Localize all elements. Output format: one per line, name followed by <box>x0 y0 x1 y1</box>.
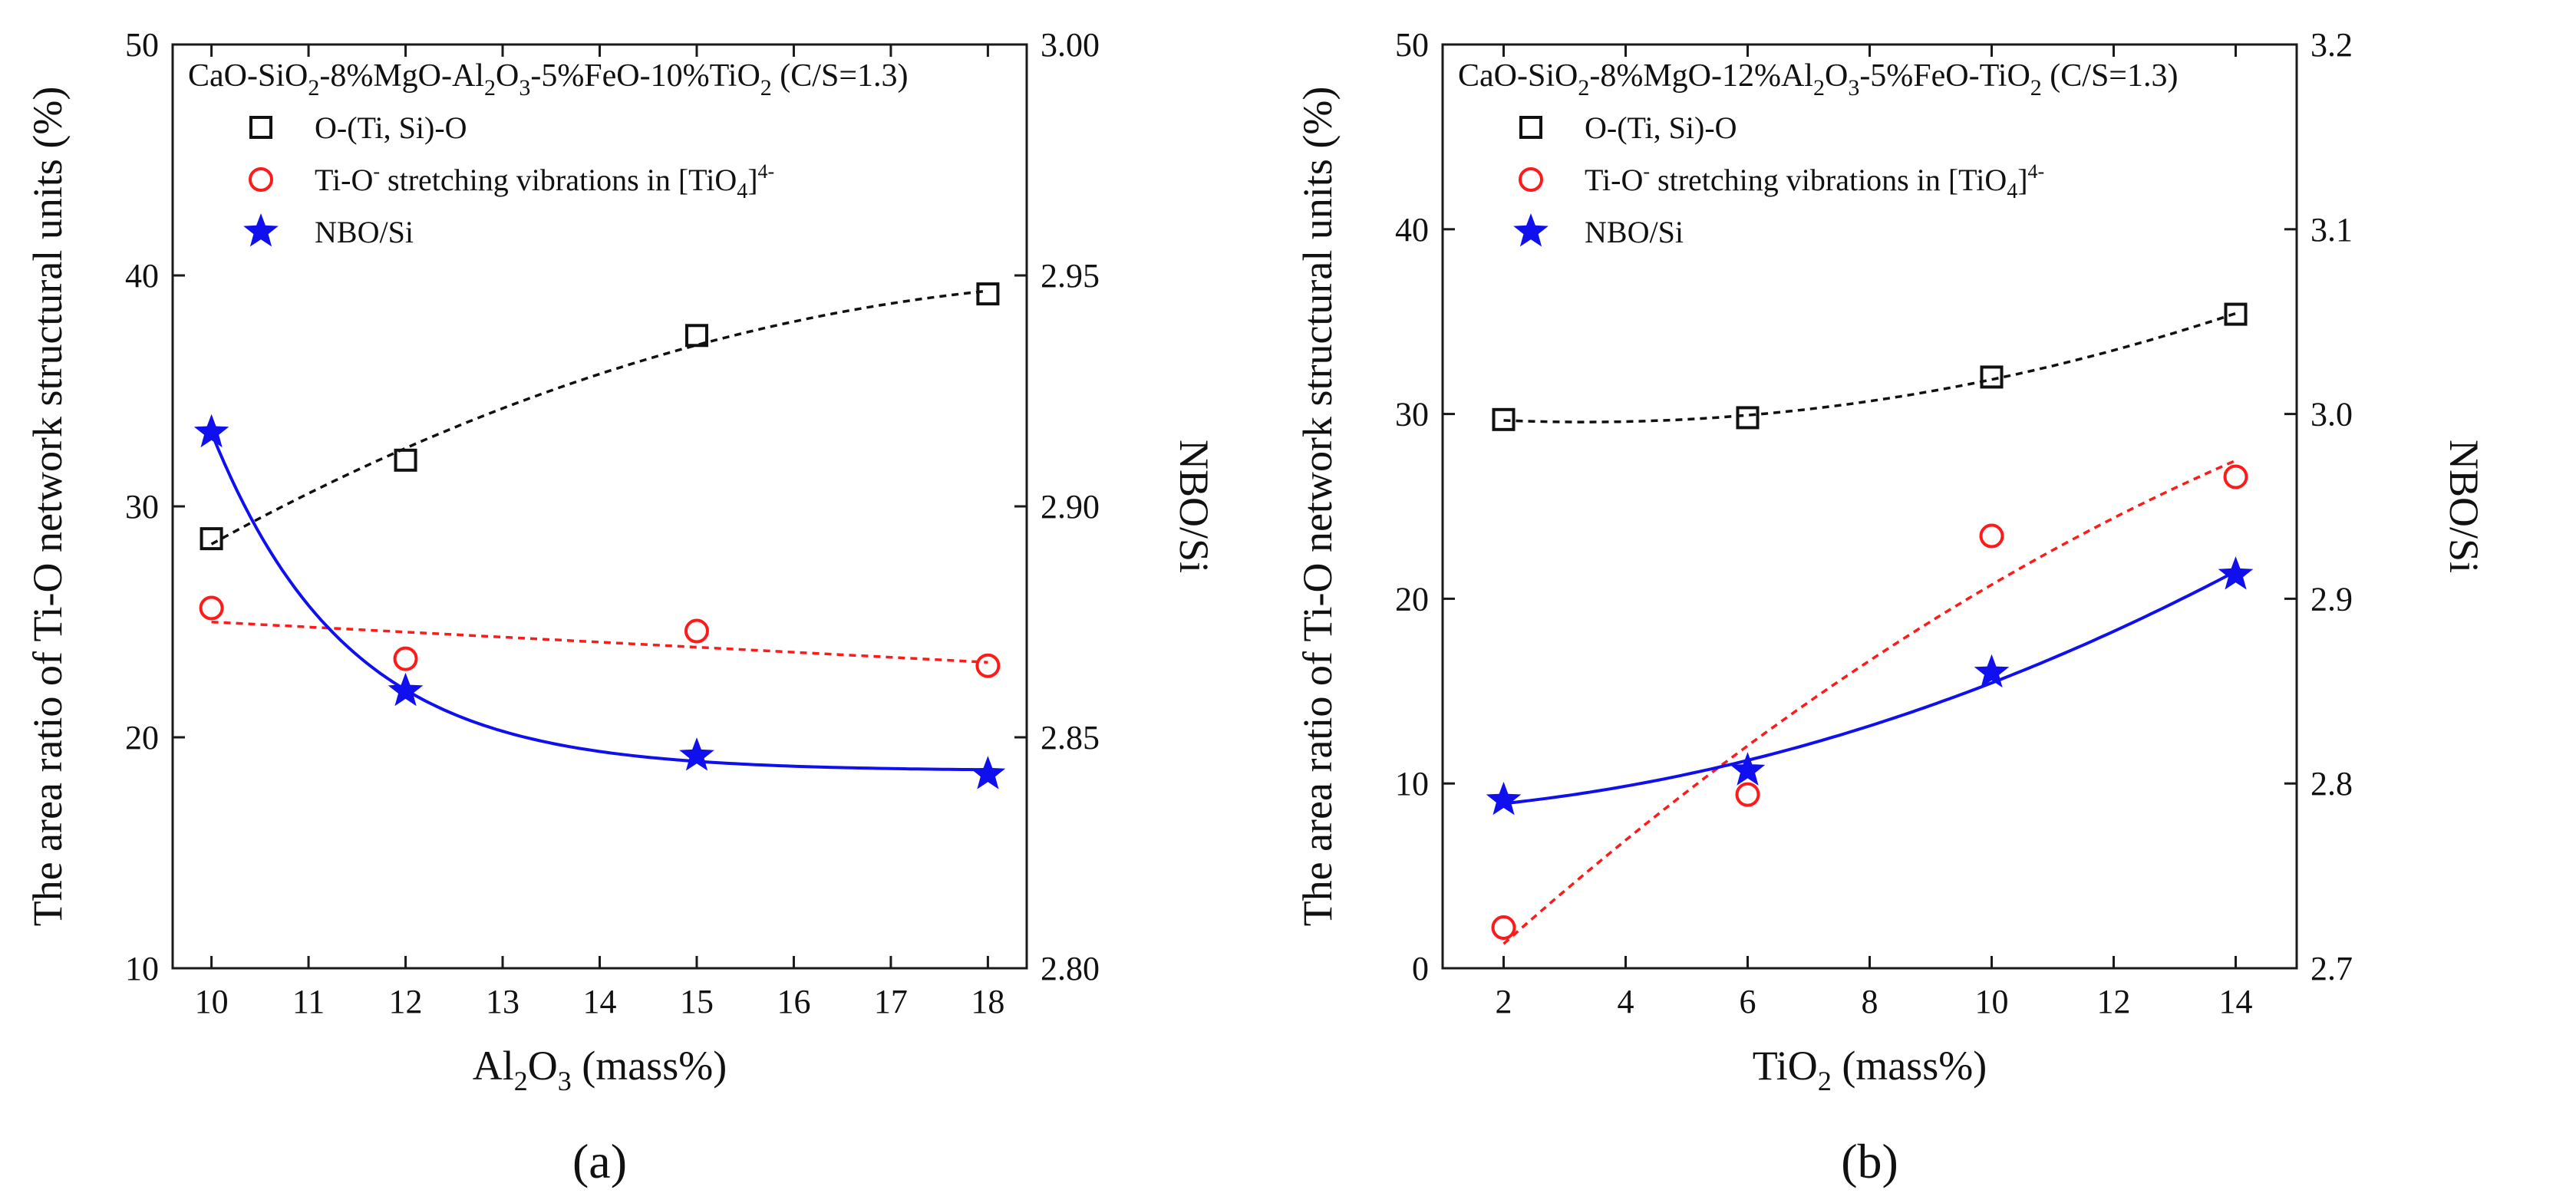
y-left-axis-title: The area ratio of Ti-O network structura… <box>25 87 71 927</box>
chart-header: CaO-SiO2​-8%MgO-12%Al2​O3​-5%FeO-TiO2​ (… <box>1458 58 2178 101</box>
chart-header: CaO-SiO2​-8%MgO-Al2​O3​-5%FeO-10%TiO2​ (… <box>188 58 909 101</box>
data-point-circle <box>1491 915 1516 941</box>
x-tick-label: 11 <box>292 983 325 1020</box>
data-point-star <box>679 737 714 771</box>
data-point-star <box>1974 654 2010 688</box>
y-left-tick-label: 30 <box>125 488 159 526</box>
y-left-tick-label: 40 <box>125 257 159 295</box>
legend: O-(Ti, Si)-O Ti-O-​ stretching vibrations… <box>1513 110 2044 249</box>
fit-line-square <box>210 289 988 545</box>
x-tick-label: 14 <box>2219 983 2253 1020</box>
y-right-tick-label: 2.7 <box>2310 950 2353 987</box>
y-left-tick-label: 30 <box>1395 396 1429 433</box>
legend-label-star: NBO/Si <box>315 215 414 249</box>
data-point-star <box>970 756 1006 789</box>
legend-label-square: O-(Ti, Si)-O <box>1585 110 1737 145</box>
x-tick-label: 14 <box>583 983 617 1020</box>
legend-label-square: O-(Ti, Si)-O <box>315 110 467 145</box>
x-tick-label: 17 <box>874 983 908 1020</box>
legend-label-star: NBO/Si <box>1585 215 1684 249</box>
x-tick-label: 6 <box>1740 983 1756 1020</box>
data-point-square <box>200 527 223 551</box>
x-tick-label: 16 <box>777 983 810 1020</box>
x-tick-label: 2 <box>1496 983 1512 1020</box>
legend-square-icon <box>1519 116 1542 139</box>
y-right-tick-label: 2.85 <box>1041 719 1100 756</box>
data-point-circle <box>393 646 418 671</box>
y-left-tick-label: 50 <box>125 26 159 64</box>
fit-line-circle <box>211 620 988 664</box>
y-right-tick-label: 3.1 <box>2310 211 2353 249</box>
x-tick-label: 12 <box>2097 983 2131 1020</box>
y-left-tick-label: 0 <box>1412 950 1429 987</box>
data-point-square <box>1492 407 1516 431</box>
y-left-axis-title: The area ratio of Ti-O network structura… <box>1295 87 1341 927</box>
data-point-circle <box>975 653 1001 678</box>
legend-label-circle: Ti-O-​ stretching vibrations in [TiO4​]4… <box>1585 160 2044 203</box>
y-right-tick-label: 2.90 <box>1041 488 1100 526</box>
x-tick-label: 18 <box>971 983 1004 1020</box>
panel-label: (b) <box>1841 1134 1898 1188</box>
y-right-tick-label: 2.95 <box>1041 257 1100 295</box>
data-point-circle <box>1735 782 1760 807</box>
fit-line-circle <box>1502 459 2237 945</box>
y-right-tick-label: 3.00 <box>1041 26 1100 64</box>
data-point-circle <box>2223 464 2248 489</box>
data-point-square <box>2224 302 2248 326</box>
data-point-star <box>193 414 229 448</box>
x-tick-label: 10 <box>1975 983 2009 1020</box>
x-tick-label: 8 <box>1862 983 1878 1020</box>
data-point-square <box>684 324 708 348</box>
data-point-circle <box>199 595 224 621</box>
legend-label-circle: Ti-O-​ stretching vibrations in [TiO4​]4… <box>315 160 774 203</box>
data-point-star <box>2218 556 2254 590</box>
data-point-square <box>976 282 1000 306</box>
y-right-axis-title: NBO/Si <box>2441 440 2487 573</box>
data-point-circle <box>1979 523 2004 549</box>
y-right-tick-label: 2.9 <box>2310 580 2353 618</box>
fit-line-square <box>1503 311 2237 424</box>
y-right-axis-title: NBO/Si <box>1171 440 1217 573</box>
legend-circle-icon <box>249 167 273 192</box>
x-axis-title: Al2​O3​ (mass%) <box>473 1043 727 1096</box>
fit-line-star <box>209 432 988 772</box>
legend: O-(Ti, Si)-O Ti-O-​ stretching vibrations… <box>243 110 774 249</box>
data-point-square <box>1736 406 1760 430</box>
data-point-star <box>388 672 424 707</box>
y-left-tick-label: 40 <box>1395 211 1429 249</box>
y-left-tick-label: 20 <box>125 719 159 756</box>
x-tick-label: 10 <box>195 983 229 1020</box>
data-point-star <box>1730 752 1766 786</box>
y-right-tick-label: 3.2 <box>2310 26 2353 64</box>
y-left-tick-label: 10 <box>125 950 159 987</box>
panel-a: 10 11 12 13 14 15 16 17 18 10 20 30 40 50 2.80 2.85 2.90… <box>25 26 1217 1188</box>
y-right-tick-label: 2.8 <box>2310 765 2353 803</box>
legend-star-icon <box>1513 213 1549 247</box>
y-left-tick-label: 20 <box>1395 580 1429 618</box>
y-right-tick-label: 3.0 <box>2310 396 2353 433</box>
data-point-square <box>394 448 417 472</box>
panel-b: 2 4 6 8 10 12 14 0 10 20 30 40 50 2.7 2.8 2.9 3.0 3.1 3.2 T… <box>1295 26 2487 1188</box>
x-axis-title: TiO2​ (mass%) <box>1753 1043 1987 1096</box>
x-tick-label: 4 <box>1618 983 1634 1020</box>
y-left-tick-label: 50 <box>1395 26 1429 64</box>
data-point-square <box>1980 365 2004 389</box>
x-tick-label: 15 <box>680 983 714 1020</box>
legend-circle-icon <box>1519 167 1543 192</box>
panel-label: (a) <box>572 1134 627 1188</box>
fit-line-star <box>1503 569 2237 806</box>
data-point-circle <box>684 618 709 644</box>
data-point-star <box>1486 781 1522 816</box>
legend-star-icon <box>243 213 279 247</box>
legend-square-icon <box>249 116 272 139</box>
x-tick-label: 12 <box>389 983 423 1020</box>
x-tick-label: 13 <box>486 983 519 1020</box>
y-right-tick-label: 2.80 <box>1041 950 1100 987</box>
y-left-tick-label: 10 <box>1395 765 1429 803</box>
